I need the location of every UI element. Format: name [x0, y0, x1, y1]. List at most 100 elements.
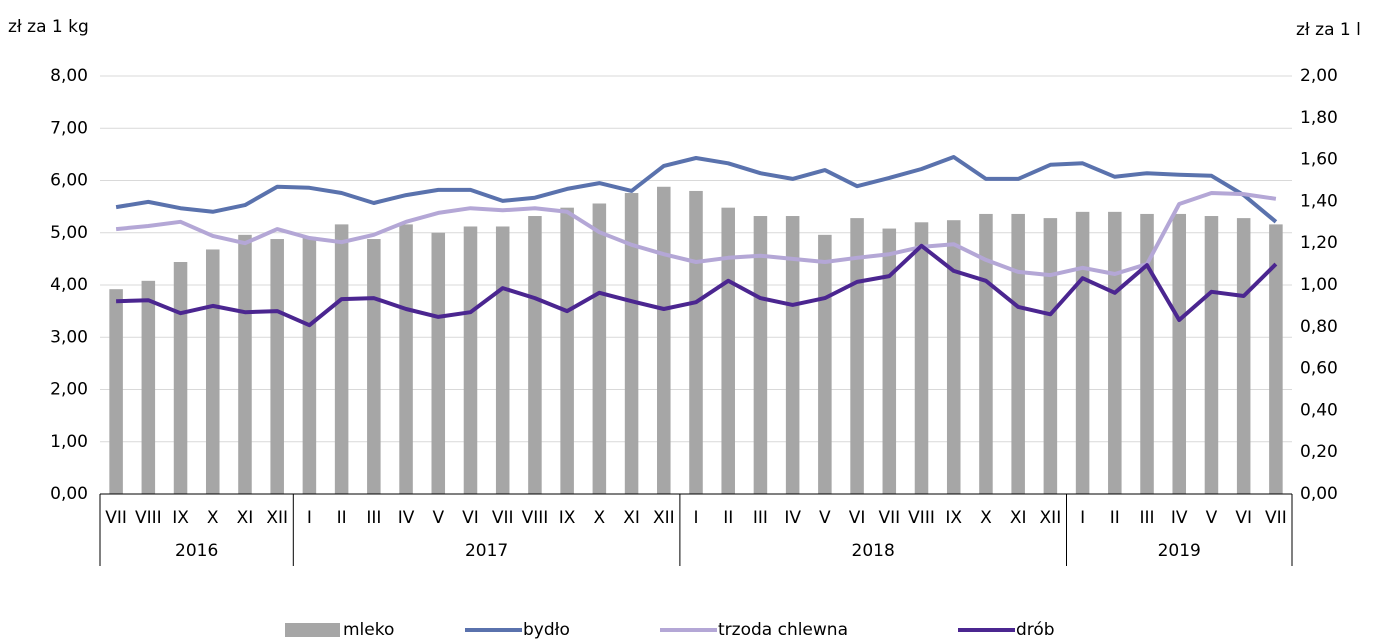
bar	[753, 216, 768, 494]
x-tick-label: XI	[623, 508, 640, 528]
bar	[560, 207, 574, 495]
bar	[850, 218, 864, 494]
bar	[302, 236, 317, 494]
bar	[528, 216, 542, 494]
x-tick-label: VII	[1265, 508, 1287, 528]
line-series	[116, 243, 1278, 328]
bar	[205, 249, 220, 494]
bar	[1075, 211, 1090, 494]
bar	[1011, 213, 1025, 494]
x-tick-label: VI	[849, 508, 866, 528]
x-tick-label: VII	[878, 508, 900, 528]
x-tick-label: XII	[266, 508, 288, 528]
line-series	[115, 155, 1278, 224]
y-tick-label: 5,00	[50, 223, 88, 243]
bar	[270, 239, 284, 494]
x-tick-label: IX	[945, 508, 962, 528]
legend-label: mleko	[343, 620, 394, 640]
bar	[238, 234, 252, 494]
x-tick-label: XII	[1040, 508, 1062, 528]
x-group-label: 2016	[175, 541, 218, 561]
x-tick-label: X	[594, 508, 606, 528]
y2-tick-label: 1,20	[1300, 233, 1338, 253]
bar	[1108, 211, 1122, 494]
y2-tick-label: 0,20	[1300, 442, 1338, 462]
line-series	[115, 191, 1277, 278]
y2-tick-label: 1,00	[1300, 275, 1338, 295]
bar	[334, 224, 349, 494]
x-tick-label: I	[1080, 508, 1085, 528]
bar	[592, 203, 607, 495]
bar	[657, 186, 671, 494]
x-group-label: 2018	[852, 541, 895, 561]
bar	[1236, 218, 1251, 494]
y-tick-label: 8,00	[50, 66, 88, 86]
bar	[721, 207, 735, 495]
x-tick-label: VIII	[135, 508, 162, 528]
x-tick-label: XI	[237, 508, 254, 528]
y2-tick-label: 1,80	[1300, 108, 1338, 128]
x-group-label: 2019	[1158, 541, 1201, 561]
x-tick-label: VIII	[522, 508, 549, 528]
legend-label: bydło	[523, 620, 570, 640]
y-axis-label: zł za 1 kg	[8, 17, 89, 37]
x-tick-label: III	[753, 508, 768, 528]
x-tick-label: VI	[1235, 508, 1252, 528]
bar	[1140, 213, 1154, 494]
bar	[463, 226, 478, 495]
y-tick-label: 6,00	[50, 171, 88, 191]
x-group-label: 2017	[465, 541, 508, 561]
bar	[1043, 218, 1058, 494]
legend-label: trzoda chlewna	[718, 620, 848, 640]
y2-tick-label: 1,40	[1300, 191, 1338, 211]
y2-tick-label: 0,00	[1300, 484, 1338, 504]
y-tick-label: 2,00	[50, 380, 88, 400]
y2-tick-label: 1,60	[1300, 150, 1338, 170]
y2-tick-label: 0,80	[1300, 317, 1338, 337]
x-tick-label: VIII	[908, 508, 935, 528]
y-tick-label: 4,00	[50, 275, 88, 295]
legend-label: drób	[1016, 620, 1055, 640]
y2-tick-label: 0,60	[1300, 359, 1338, 379]
legend-swatch	[285, 623, 340, 637]
x-tick-label: II	[723, 508, 733, 528]
x-tick-label: II	[337, 508, 347, 528]
x-tick-label: I	[307, 508, 312, 528]
bar	[624, 193, 639, 495]
bar	[946, 220, 961, 494]
x-tick-label: X	[980, 508, 992, 528]
x-tick-label: IX	[559, 508, 576, 528]
x-tick-label: X	[207, 508, 219, 528]
y2-axis-label: zł za 1 l	[1296, 20, 1361, 40]
x-tick-label: V	[1206, 508, 1218, 528]
bar	[785, 216, 800, 494]
y2-tick-label: 0,40	[1300, 400, 1338, 420]
bar	[495, 226, 510, 495]
x-tick-label: XI	[1010, 508, 1027, 528]
bar	[882, 228, 897, 494]
bar	[109, 289, 123, 494]
bar	[914, 222, 929, 495]
bar	[367, 239, 381, 494]
x-tick-label: VII	[492, 508, 514, 528]
x-tick-label: V	[819, 508, 831, 528]
x-tick-label: IV	[784, 508, 801, 528]
bar	[818, 234, 832, 494]
y-tick-label: 1,00	[50, 432, 88, 452]
y2-tick-label: 2,00	[1300, 66, 1338, 86]
x-tick-label: VI	[462, 508, 479, 528]
bar	[1204, 216, 1219, 494]
y-tick-label: 3,00	[50, 327, 88, 347]
x-tick-label: V	[432, 508, 444, 528]
y-tick-label: 0,00	[50, 484, 88, 504]
x-tick-label: VII	[105, 508, 127, 528]
x-tick-label: IV	[1171, 508, 1188, 528]
x-tick-label: XII	[653, 508, 675, 528]
x-tick-label: III	[366, 508, 381, 528]
x-tick-label: I	[693, 508, 698, 528]
x-tick-label: III	[1140, 508, 1155, 528]
x-tick-label: IX	[172, 508, 189, 528]
bar	[431, 232, 446, 494]
bar	[399, 224, 413, 494]
